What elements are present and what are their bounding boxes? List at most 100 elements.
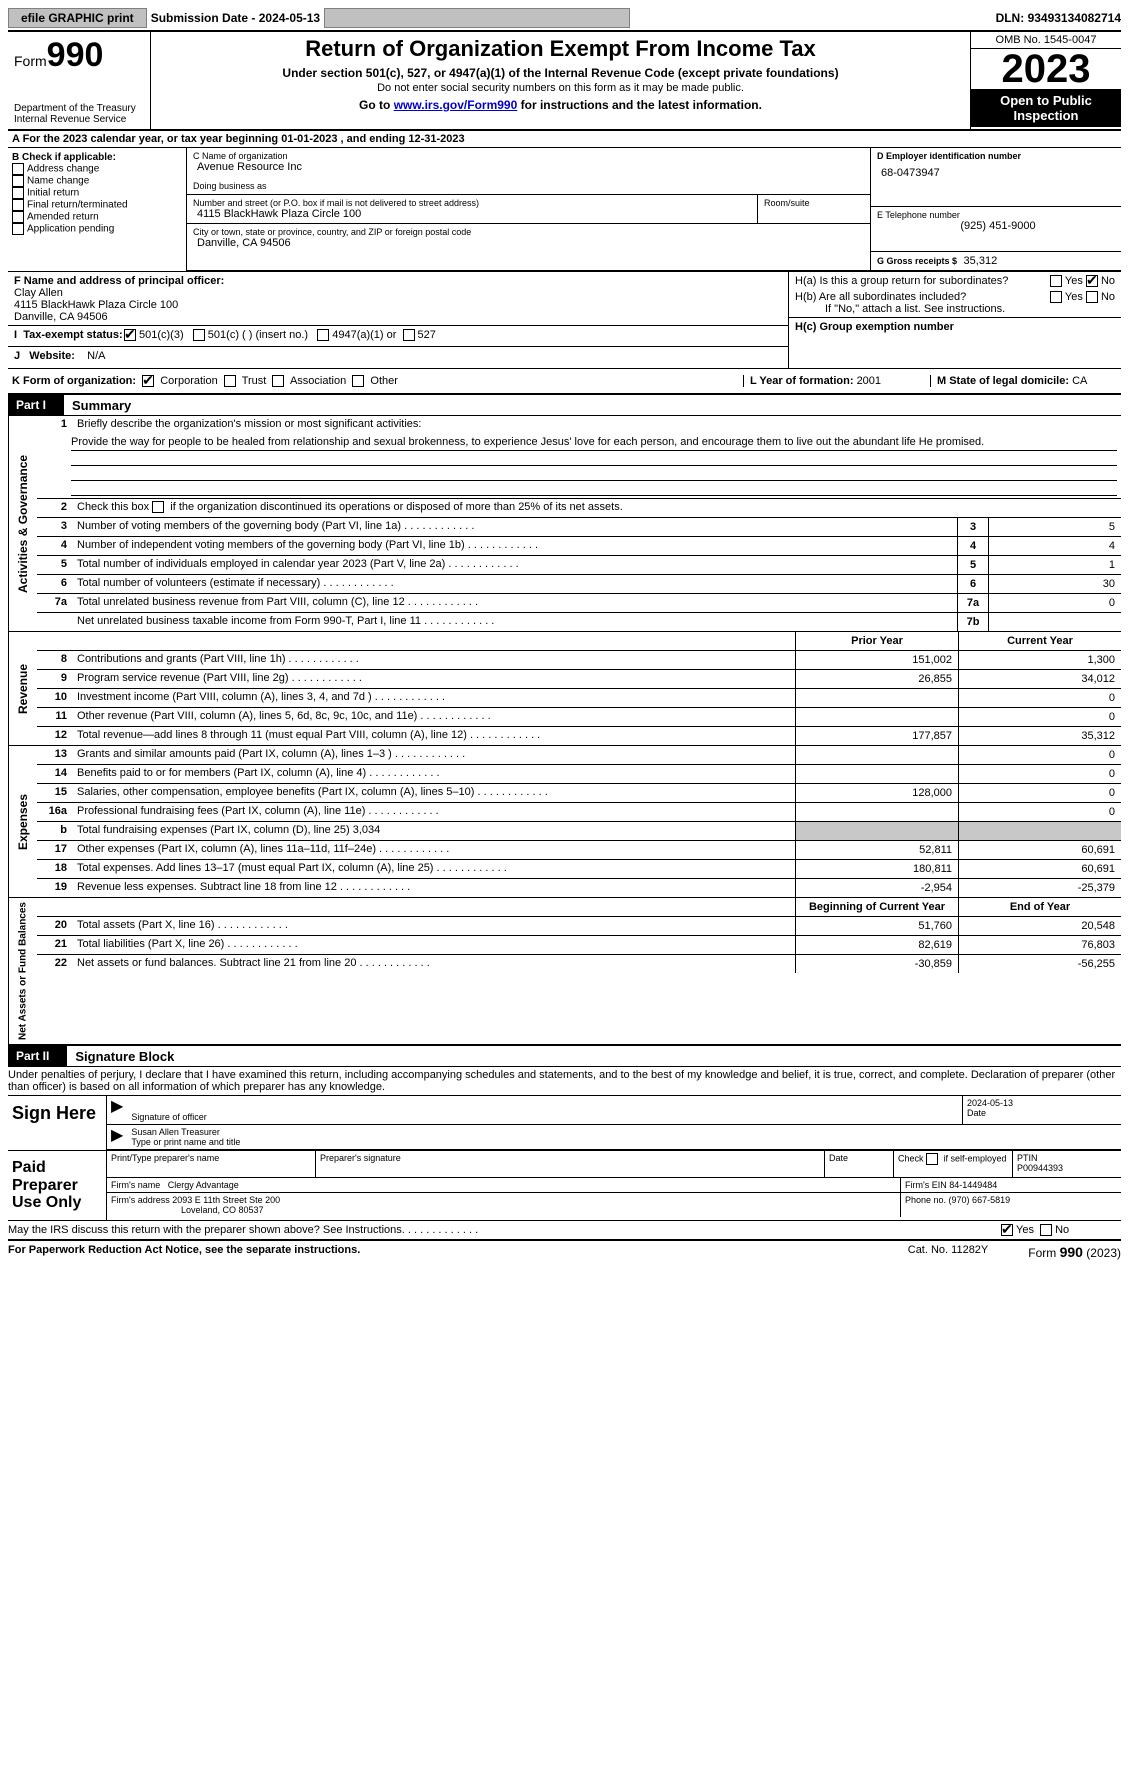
form-subtitle-2: Do not enter social security numbers on … xyxy=(159,82,962,94)
begin-year-header: Beginning of Current Year xyxy=(795,898,958,916)
type-label: Type or print name and title xyxy=(131,1137,240,1147)
501c-checkbox[interactable] xyxy=(193,329,205,341)
date-label: Date xyxy=(967,1108,986,1118)
box-k-form-org: K Form of organization: Corporation Trus… xyxy=(12,375,743,387)
part-2-header: Part II Signature Block xyxy=(8,1046,1121,1067)
box-c-name: C Name of organization Avenue Resource I… xyxy=(187,148,870,195)
summary-net-section: Net Assets or Fund Balances Beginning of… xyxy=(8,898,1121,1046)
discuss-row: May the IRS discuss this return with the… xyxy=(8,1221,1121,1241)
501c3-checkbox[interactable] xyxy=(124,329,136,341)
end-year-header: End of Year xyxy=(958,898,1121,916)
form-instructions-link: Go to www.irs.gov/Form990 for instructio… xyxy=(159,98,962,112)
sign-here-label: Sign Here xyxy=(8,1096,106,1150)
box-g-receipts: G Gross receipts $ 35,312 xyxy=(871,252,1121,270)
self-emp-checkbox[interactable] xyxy=(926,1153,938,1165)
box-c-address: Number and street (or P.O. box if mail i… xyxy=(187,195,758,223)
line-1-label: Briefly describe the organization's miss… xyxy=(73,416,1121,434)
row-f-i-h: F Name and address of principal officer:… xyxy=(8,272,1121,369)
box-f-officer: F Name and address of principal officer:… xyxy=(14,275,782,323)
hb-no-checkbox[interactable] xyxy=(1086,291,1098,303)
prep-date-cell: Date xyxy=(825,1151,894,1177)
ptin-cell: PTINP00944393 xyxy=(1013,1151,1121,1177)
4947-checkbox[interactable] xyxy=(317,329,329,341)
row-a-tax-year: A For the 2023 calendar year, or tax yea… xyxy=(8,131,1121,148)
trust-checkbox[interactable] xyxy=(224,375,236,387)
dln-label: DLN: 93493134082714 xyxy=(996,11,1121,25)
box-m-state: M State of legal domicile: CA xyxy=(930,375,1117,387)
declaration-text: Under penalties of perjury, I declare th… xyxy=(8,1067,1121,1096)
corp-checkbox[interactable] xyxy=(142,375,154,387)
summary-rev-section: Revenue Prior Year Current Year 8Contrib… xyxy=(8,632,1121,746)
line-2: Check this box if the organization disco… xyxy=(73,499,1121,517)
summary-line-b: bTotal fundraising expenses (Part IX, co… xyxy=(37,821,1121,840)
summary-exp-section: Expenses 13Grants and similar amounts pa… xyxy=(8,746,1121,898)
firm-name-cell: Firm's name Clergy Advantage xyxy=(107,1178,901,1192)
summary-line-15: 15Salaries, other compensation, employee… xyxy=(37,783,1121,802)
prep-name-cell: Print/Type preparer's name xyxy=(107,1151,316,1177)
other-checkbox[interactable] xyxy=(352,375,364,387)
discuss-yes-checkbox[interactable] xyxy=(1001,1224,1013,1236)
form-title: Return of Organization Exempt From Incom… xyxy=(159,36,962,62)
form-subtitle-1: Under section 501(c), 527, or 4947(a)(1)… xyxy=(159,66,962,80)
hb-note: If "No," attach a list. See instructions… xyxy=(795,303,1115,315)
summary-line-7b: Net unrelated business taxable income fr… xyxy=(37,612,1121,631)
amended-return-checkbox[interactable] xyxy=(12,211,24,223)
assoc-checkbox[interactable] xyxy=(272,375,284,387)
submission-date-label: Submission Date - 2024-05-13 xyxy=(151,11,320,25)
discuss-no-checkbox[interactable] xyxy=(1040,1224,1052,1236)
summary-line-5: 5Total number of individuals employed in… xyxy=(37,555,1121,574)
initial-return-checkbox[interactable] xyxy=(12,187,24,199)
tax-year: 2023 xyxy=(971,49,1121,89)
hb-yes-checkbox[interactable] xyxy=(1050,291,1062,303)
efile-button[interactable]: efile GRAPHIC print xyxy=(8,8,147,28)
firm-ein-cell: Firm's EIN 84-1449484 xyxy=(901,1178,1121,1192)
part-1-header: Part I Summary xyxy=(8,395,1121,416)
top-bar: efile GRAPHIC print Submission Date - 20… xyxy=(8,8,1121,32)
summary-line-20: 20Total assets (Part X, line 16)51,76020… xyxy=(37,916,1121,935)
box-h-group: H(a) Is this a group return for subordin… xyxy=(788,272,1121,368)
ha-yes-checkbox[interactable] xyxy=(1050,275,1062,287)
final-return-checkbox[interactable] xyxy=(12,199,24,211)
net-tab: Net Assets or Fund Balances xyxy=(8,898,37,1044)
irs-link[interactable]: www.irs.gov/Form990 xyxy=(394,98,518,112)
entity-block: B Check if applicable: Address change Na… xyxy=(8,148,1121,272)
summary-line-11: 11Other revenue (Part VIII, column (A), … xyxy=(37,707,1121,726)
ha-no-checkbox[interactable] xyxy=(1086,275,1098,287)
firm-addr-cell: Firm's address 2093 E 11th Street Ste 20… xyxy=(107,1193,901,1217)
summary-line-4: 4Number of independent voting members of… xyxy=(37,536,1121,555)
sig-date: 2024-05-13 xyxy=(967,1098,1013,1108)
summary-gov-section: Activities & Governance 1 Briefly descri… xyxy=(8,416,1121,632)
paid-preparer-label: Paid Preparer Use Only xyxy=(8,1151,106,1220)
527-checkbox[interactable] xyxy=(403,329,415,341)
signature-block: Under penalties of perjury, I declare th… xyxy=(8,1067,1121,1241)
summary-line-9: 9Program service revenue (Part VIII, lin… xyxy=(37,669,1121,688)
summary-line-18: 18Total expenses. Add lines 13–17 (must … xyxy=(37,859,1121,878)
summary-line-19: 19Revenue less expenses. Subtract line 1… xyxy=(37,878,1121,897)
summary-line-7a: 7aTotal unrelated business revenue from … xyxy=(37,593,1121,612)
summary-line-16a: 16aProfessional fundraising fees (Part I… xyxy=(37,802,1121,821)
box-d-ein: D Employer identification number 68-0473… xyxy=(871,148,1121,207)
box-j-website: J Website: N/A xyxy=(8,346,788,365)
line2-checkbox[interactable] xyxy=(152,501,164,513)
summary-line-6: 6Total number of volunteers (estimate if… xyxy=(37,574,1121,593)
exp-tab: Expenses xyxy=(8,746,37,897)
self-employed-cell: Check if self-employed xyxy=(894,1151,1013,1177)
form-header: Form990 Department of the Treasury Inter… xyxy=(8,32,1121,131)
box-i-tax-status: I Tax-exempt status: 501(c)(3) 501(c) ( … xyxy=(8,325,788,344)
arrow-icon: ▶ xyxy=(107,1125,127,1149)
summary-line-17: 17Other expenses (Part IX, column (A), l… xyxy=(37,840,1121,859)
addr-change-checkbox[interactable] xyxy=(12,163,24,175)
row-k-l-m: K Form of organization: Corporation Trus… xyxy=(8,369,1121,395)
box-c-room: Room/suite xyxy=(758,195,870,223)
name-change-checkbox[interactable] xyxy=(12,175,24,187)
prior-year-header: Prior Year xyxy=(795,632,958,650)
box-e-phone: E Telephone number (925) 451-9000 xyxy=(871,207,1121,252)
summary-line-22: 22Net assets or fund balances. Subtract … xyxy=(37,954,1121,973)
box-hc: H(c) Group exemption number xyxy=(789,317,1121,336)
box-c-city: City or town, state or province, country… xyxy=(187,224,870,252)
prep-sig-cell: Preparer's signature xyxy=(316,1151,825,1177)
app-pending-checkbox[interactable] xyxy=(12,223,24,235)
arrow-icon: ▶ xyxy=(107,1096,127,1124)
summary-line-21: 21Total liabilities (Part X, line 26)82,… xyxy=(37,935,1121,954)
footer-left: For Paperwork Reduction Act Notice, see … xyxy=(8,1244,868,1260)
